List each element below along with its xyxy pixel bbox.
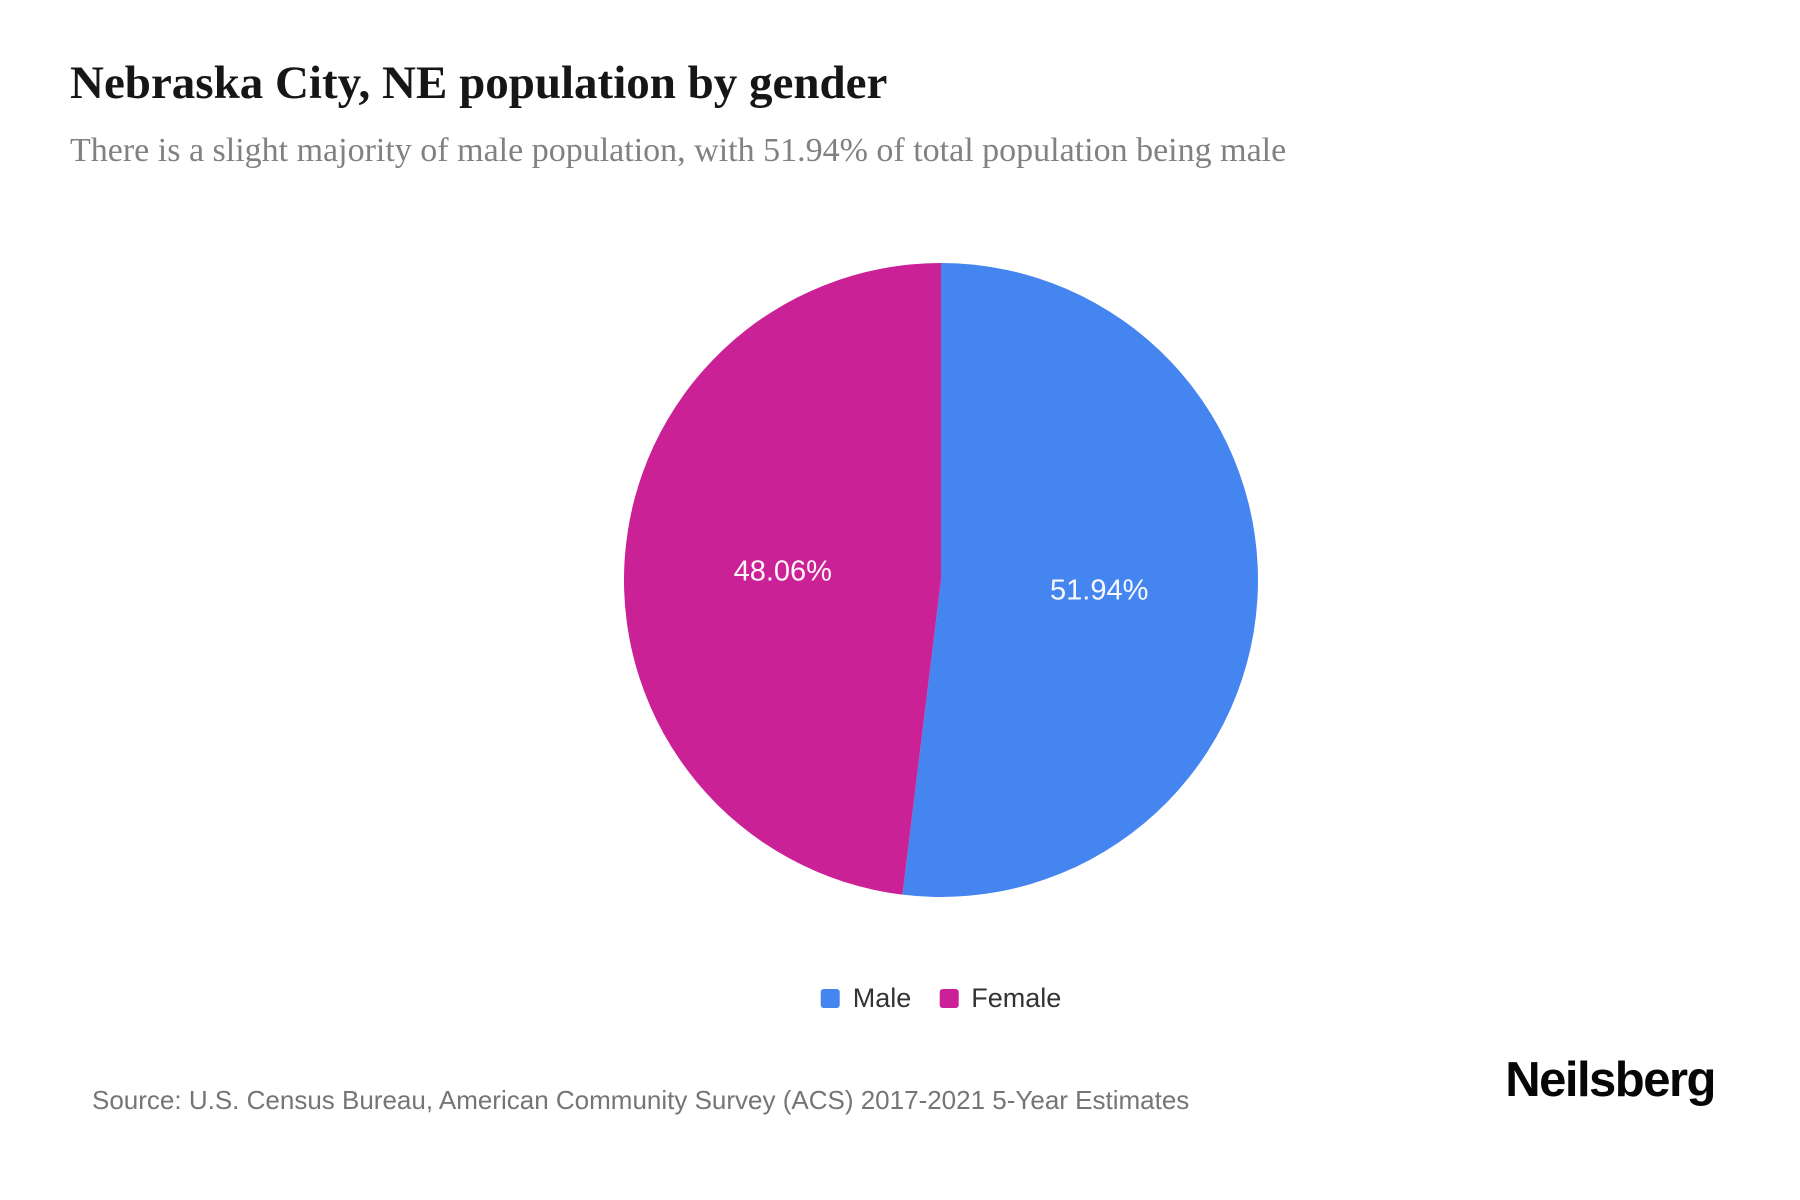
pie-slice-male[interactable] [902, 263, 1258, 897]
legend-label-male: Male [852, 983, 912, 1013]
legend: Male Female [820, 983, 1061, 1014]
pie-slice-label-male: 51.94% [1050, 575, 1148, 607]
pie-chart-svg: 51.94% 48.06% [623, 263, 1258, 897]
legend-swatch-female-icon [939, 989, 959, 1008]
pie-slice-female[interactable] [623, 263, 941, 895]
legend-item-male[interactable]: Male [820, 983, 912, 1014]
legend-item-female[interactable]: Female [939, 983, 1061, 1014]
chart-subtitle: There is a slight majority of male popul… [70, 132, 1287, 169]
neilsberg-logo: Neilsberg [1505, 1053, 1716, 1107]
pie-slice-label-female: 48.06% [734, 555, 832, 587]
legend-swatch-male-icon [820, 989, 840, 1008]
pie-chart: 51.94% 48.06% [591, 230, 1291, 930]
chart-title: Nebraska City, NE population by gender [70, 57, 888, 109]
source-attribution: Source: U.S. Census Bureau, American Com… [92, 1085, 1190, 1115]
legend-label-female: Female [971, 983, 1062, 1013]
